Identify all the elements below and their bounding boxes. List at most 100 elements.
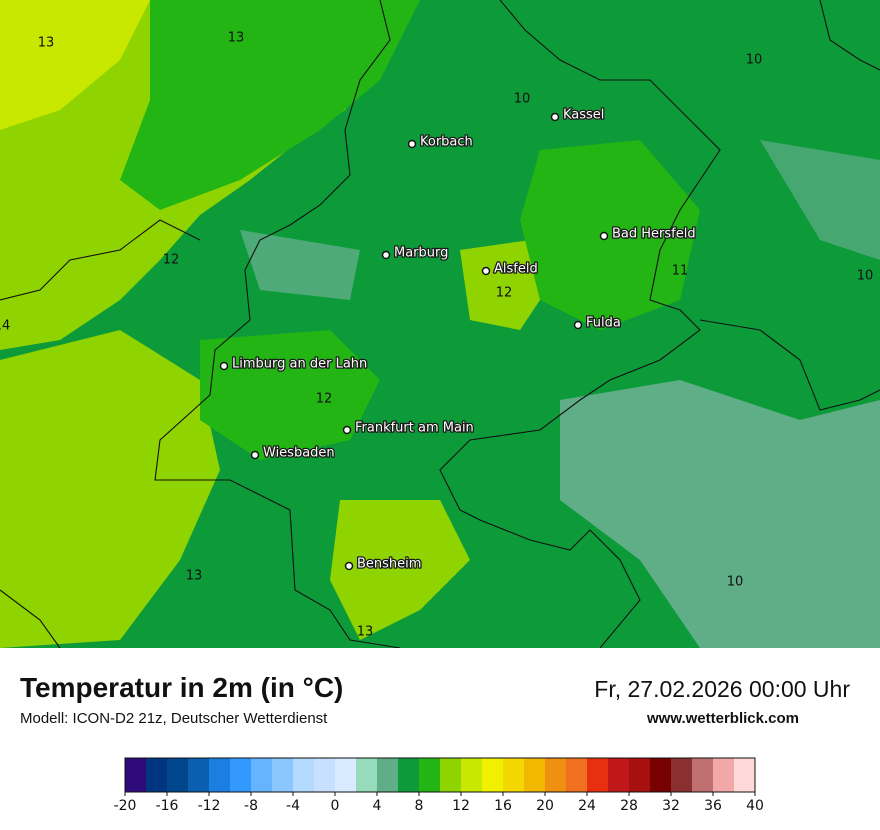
colorbar-bin (125, 758, 147, 792)
colorbar-bin (545, 758, 567, 792)
colorbar-tick-label: 32 (662, 798, 680, 814)
colorbar-bin (524, 758, 546, 792)
contour-label: 10 (514, 92, 531, 107)
city-marker (599, 231, 609, 241)
state-border (154, 0, 401, 648)
colorbar-bin (230, 758, 252, 792)
colorbar-bin (440, 758, 462, 792)
contour-label: 12 (163, 253, 180, 268)
model-info: Modell: ICON-D2 21z, Deutscher Wetterdie… (20, 710, 328, 727)
colorbar-bin (209, 758, 231, 792)
mild-area (520, 140, 700, 330)
contour-label: 13 (357, 625, 374, 640)
mild-area (200, 330, 380, 460)
city-label: Bensheim (357, 557, 421, 572)
city-marker (550, 112, 560, 122)
colorbar: -20 -16 -12 -8 -4 0 4 8 12 16 20 24 28 32 36 40 (114, 757, 764, 814)
colorbar-bin (272, 758, 294, 792)
colorbar-bin (566, 758, 588, 792)
colorbar-tick-label: 36 (704, 798, 722, 814)
title: Temperatur in 2m (in °C) (20, 672, 344, 703)
contour-label: 12 (316, 392, 333, 407)
colorbar-bin (398, 758, 420, 792)
state-border (699, 319, 880, 411)
contour-label: 13 (186, 569, 203, 584)
colorbar-tick-label: -4 (286, 798, 300, 814)
warm-area (330, 500, 470, 640)
city-label: Bad Hersfeld (612, 227, 696, 242)
city-marker (381, 250, 391, 260)
colorbar-tick-label: 28 (620, 798, 638, 814)
colorbar-bin (356, 758, 378, 792)
city-label: Fulda (586, 316, 621, 331)
colorbar-tick-label: 4 (373, 798, 382, 814)
colorbar-tick-label: 16 (494, 798, 512, 814)
contour-label: 13 (38, 36, 55, 51)
contour-label: 13 (228, 31, 245, 46)
colorbar-tick-label: -16 (156, 798, 179, 814)
colorbar-bin (293, 758, 315, 792)
city-label: Marburg (394, 246, 448, 261)
colorbar-bin (146, 758, 168, 792)
colorbar-tick-label: 8 (415, 798, 424, 814)
city-label: Wiesbaden (263, 446, 335, 461)
colorbar-tick-label: -8 (244, 798, 258, 814)
colorbar-bin (629, 758, 651, 792)
colorbar-bin (419, 758, 441, 792)
contour-label: 12 (496, 286, 513, 301)
city-marker (573, 320, 583, 330)
city-marker (342, 425, 352, 435)
contour-label: 10 (727, 575, 744, 590)
colorbar-bin (251, 758, 273, 792)
colorbar-bin (377, 758, 399, 792)
state-border (819, 0, 880, 71)
city-label: Kassel (563, 108, 604, 123)
cool-area (240, 230, 360, 300)
map: Kassel Korbach Bad Hersfeld Marburg Alsfeld F… (0, 0, 880, 648)
colorbar-bin (482, 758, 504, 792)
colorbar-bin (314, 758, 336, 792)
colorbar-bin (587, 758, 609, 792)
mild-area (120, 0, 420, 210)
city-marker (407, 139, 417, 149)
state-border (0, 589, 61, 648)
colorbar-frame (124, 757, 756, 793)
colorbar-bin (692, 758, 714, 792)
colorbar-bin (713, 758, 735, 792)
colorbar-tick-label: 24 (578, 798, 596, 814)
city-marker (344, 561, 354, 571)
colorbar-bin (167, 758, 189, 792)
city-marker (219, 361, 229, 371)
source-url: www.wetterblick.com (647, 710, 799, 727)
colorbar-tick-label: 0 (331, 798, 340, 814)
colorbar-bin (734, 758, 756, 792)
city-label: Frankfurt am Main (355, 421, 474, 436)
colorbar-tick-label: 40 (746, 798, 764, 814)
cool-area (560, 380, 880, 648)
state-border (439, 0, 721, 648)
colorbar-tick-label: -12 (198, 798, 221, 814)
cool-area (760, 140, 880, 260)
warm-area (0, 330, 220, 648)
contour-label: 11 (672, 264, 689, 279)
colorbar-bin (461, 758, 483, 792)
city-marker (250, 450, 260, 460)
city-label: Korbach (420, 135, 473, 150)
city-label: Limburg an der Lahn (232, 357, 367, 372)
warm-area (460, 240, 540, 330)
warm-area (0, 0, 150, 130)
colorbar-bin (650, 758, 672, 792)
contour-label: 10 (857, 269, 874, 284)
city-label: Alsfeld (494, 262, 538, 277)
colorbar-tick-label: -20 (114, 798, 137, 814)
state-border (0, 219, 201, 301)
colorbar-bin (671, 758, 693, 792)
city-marker (481, 266, 491, 276)
contour-label: 14 (0, 319, 10, 334)
colorbar-tick-label: 12 (452, 798, 470, 814)
colorbar-bin (608, 758, 630, 792)
colorbar-bin (188, 758, 210, 792)
colorbar-bin (503, 758, 525, 792)
colorbar-tick-label: 20 (536, 798, 554, 814)
